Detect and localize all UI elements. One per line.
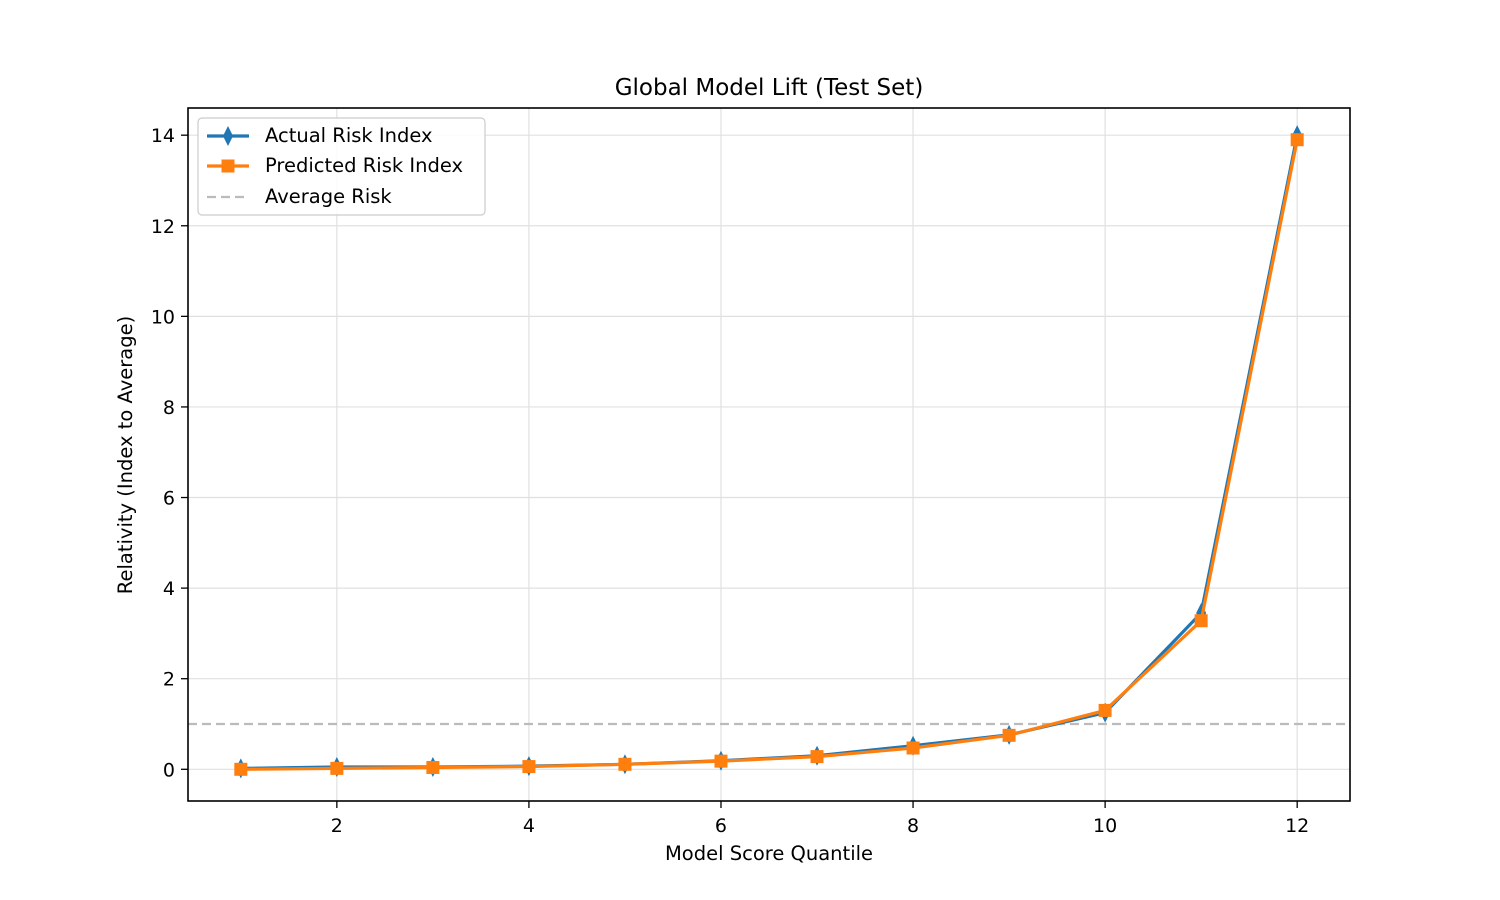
data-point	[714, 754, 728, 768]
legend-marker	[221, 159, 235, 173]
y-tick-label: 8	[163, 397, 175, 419]
legend-label-actual: Actual Risk Index	[265, 124, 433, 147]
y-axis-label: Relativity (Index to Average)	[114, 316, 137, 594]
plot-frame	[187, 107, 1351, 802]
grid	[188, 108, 1350, 801]
series-layer	[234, 125, 1304, 779]
chart-title: Global Model Lift (Test Set)	[615, 75, 924, 101]
ticks: 2 4 6 8 10 12 0 2 4 6 8 10 12 14	[151, 125, 1309, 837]
y-tick-label: 6	[163, 488, 175, 510]
legend-box	[197, 117, 486, 216]
data-point	[522, 760, 536, 774]
series-line	[240, 139, 1299, 771]
y-tick-label: 12	[151, 216, 175, 238]
x-tick-label: 4	[523, 815, 535, 837]
legend-label-predicted: Predicted Risk Index	[265, 154, 463, 177]
y-tick-label: 14	[151, 125, 175, 147]
data-point	[906, 741, 920, 755]
data-point	[1194, 614, 1208, 628]
data-point	[618, 757, 632, 771]
x-tick-label: 10	[1093, 815, 1117, 837]
legend-label-average: Average Risk	[265, 185, 392, 208]
x-tick-label: 8	[907, 815, 919, 837]
legend-marker	[223, 126, 233, 146]
y-tick-label: 2	[163, 669, 175, 691]
data-point	[1002, 728, 1016, 742]
data-point	[330, 761, 344, 775]
x-tick-label: 2	[331, 815, 343, 837]
x-tick-label: 6	[715, 815, 727, 837]
x-axis-label: Model Score Quantile	[665, 842, 873, 865]
y-tick-label: 10	[151, 306, 175, 328]
data-point	[810, 750, 824, 764]
y-tick-label: 4	[163, 578, 175, 600]
y-tick-label: 0	[163, 759, 175, 781]
data-point	[426, 760, 440, 774]
data-point	[1290, 133, 1304, 147]
data-point	[1098, 703, 1112, 717]
series-1	[234, 133, 1304, 776]
legend: Actual Risk Index Predicted Risk Index A…	[197, 117, 486, 216]
data-point	[234, 762, 248, 776]
x-tick-label: 12	[1285, 815, 1309, 837]
